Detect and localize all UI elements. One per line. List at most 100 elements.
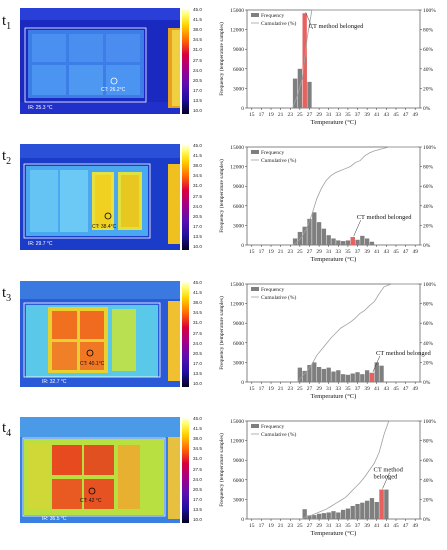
frequency-bar [331, 238, 336, 245]
x-tick-label: 27 [307, 386, 313, 392]
x-tick-label: 33 [336, 112, 342, 118]
thermal-image-t1: CT: 26.2°C IR: 25.3 °C [20, 8, 180, 114]
x-tick-label: 17 [259, 523, 265, 529]
y2-tick-label: 0% [423, 380, 431, 386]
x-tick-label: 41 [374, 523, 380, 529]
annotation-line: CT method belonged [376, 350, 432, 357]
x-tick-label: 39 [364, 386, 370, 392]
legend-label-cumulative: Cumulative (%) [261, 294, 296, 301]
frequency-bar [316, 366, 322, 382]
colorbar-tick-label: 41.5 [193, 17, 202, 23]
colorbar-tick-label: 17.0 [193, 360, 202, 366]
y2-tick-label: 40% [423, 478, 434, 484]
x-tick-label: 25 [297, 112, 303, 118]
frequency-bar [379, 365, 384, 382]
colorbar-tick-label: 10.0 [193, 381, 202, 386]
x-tick-label: 37 [355, 112, 361, 118]
frequency-bar [345, 508, 351, 519]
colorbar-t2 [182, 144, 189, 250]
frequency-bar [360, 374, 365, 382]
frequency-bar [316, 513, 322, 519]
x-tick-label: 19 [268, 523, 274, 529]
y2-tick-label: 0% [423, 106, 431, 112]
y-tick-label: 15000 [230, 145, 244, 151]
y-tick-label: 6000 [233, 341, 244, 347]
y-tick-label: 15000 [230, 282, 244, 288]
x-tick-label: 45 [393, 249, 399, 255]
ct-label-t4: CT: 42 °C [80, 498, 102, 504]
thermal-image-t4: CT: 42 °C IR: 36.5 °C [20, 417, 180, 523]
y2-tick-label: 60% [423, 321, 434, 327]
y2-tick-label: 0% [423, 517, 431, 523]
frequency-bar [340, 509, 346, 519]
colorbar-tick-label: 13.5 [193, 233, 202, 239]
x-tick-label: 41 [374, 386, 380, 392]
colorbar-tick-label: 45.0 [193, 7, 202, 12]
y-tick-label: 0 [241, 106, 244, 112]
frequency-bar [297, 231, 303, 245]
x-tick-label: 41 [374, 249, 380, 255]
frequency-bar [302, 370, 307, 382]
colorbar-tick-label: 38.0 [193, 163, 202, 169]
annotation-label: CT method belonged [309, 23, 365, 30]
y-tick-label: 6000 [233, 204, 244, 210]
x-tick-label: 27 [307, 249, 313, 255]
frequency-bar [316, 222, 322, 245]
colorbar-tick-label: 38.0 [193, 300, 202, 306]
y2-tick-label: 20% [423, 497, 434, 503]
colorbar-labels-t1: 45.0 41.5 38.0 34.5 31.0 27.5 24.0 20.5 17.0 13.5… [193, 7, 215, 114]
ir-label-t3: IR: 32.7 °C [42, 379, 67, 385]
frequency-bar [364, 500, 370, 519]
colorbar-tick-label: 45.0 [193, 280, 202, 285]
colorbar-tick-label: 41.5 [193, 153, 202, 159]
x-tick-label: 17 [259, 386, 265, 392]
colorbar-tick-label: 17.0 [193, 87, 202, 93]
colorbar-tick-label: 24.0 [193, 476, 202, 482]
frequency-bar [350, 373, 355, 382]
x-tick-label: 33 [336, 523, 342, 529]
colorbar-tick-label: 41.5 [193, 426, 202, 432]
y-tick-label: 0 [241, 243, 244, 249]
x-tick-label: 33 [336, 249, 342, 255]
histogram-chart-t3: 0 3000 6000 9000 12000 15000 0% 20% 40% 60% 80% 100… [218, 282, 436, 400]
legend-label-cumulative: Cumulative (%) [261, 431, 296, 438]
colorbar-tick-label: 31.0 [193, 47, 202, 53]
x-tick-label: 29 [316, 249, 322, 255]
x-tick-label: 15 [249, 112, 255, 118]
x-tick-label: 47 [403, 112, 409, 118]
x-tick-label: 31 [326, 523, 332, 529]
frequency-bar [369, 498, 375, 519]
y2-tick-label: 100% [423, 8, 436, 14]
x-tick-label: 23 [288, 249, 294, 255]
x-tick-label: 49 [412, 386, 418, 392]
frequency-bar [297, 68, 303, 108]
colorbar-tick-label: 20.5 [193, 350, 202, 356]
histogram-chart-t1: 0 3000 6000 9000 12000 15000 0% 20% 40% 60% 80% 100… [218, 8, 436, 126]
thermal-image-t2: CT: 38.4°C IR: 29.7 °C [20, 144, 180, 250]
y-tick-label: 3000 [233, 360, 244, 366]
colorbar-tick-label: 20.5 [193, 213, 202, 219]
colorbar-tick-label: 27.5 [193, 466, 202, 472]
frequency-bar [321, 228, 327, 245]
x-tick-label: 21 [278, 523, 284, 529]
legend-label-frequency: Frequency [261, 287, 284, 293]
frequency-bar [336, 240, 341, 245]
ct-label-t1: CT: 26.2°C [101, 87, 126, 93]
y-tick-label: 12000 [230, 439, 244, 445]
y2-tick-label: 60% [423, 458, 434, 464]
ct-highlight-bar [379, 489, 384, 519]
frequency-bar [345, 374, 351, 382]
frequency-bar [336, 512, 341, 519]
colorbar-tick-label: 17.0 [193, 223, 202, 229]
cumulative-line [302, 420, 418, 520]
frequency-bar [360, 502, 365, 519]
x-tick-label: 35 [345, 523, 351, 529]
x-tick-label: 17 [259, 249, 265, 255]
frequency-bar [355, 372, 360, 382]
y-tick-label: 6000 [233, 67, 244, 73]
frequency-bar [307, 515, 312, 519]
cumulative-line [297, 283, 418, 383]
frequency-bar [326, 512, 331, 519]
y2-tick-label: 40% [423, 67, 434, 73]
x-tick-label: 49 [412, 249, 418, 255]
